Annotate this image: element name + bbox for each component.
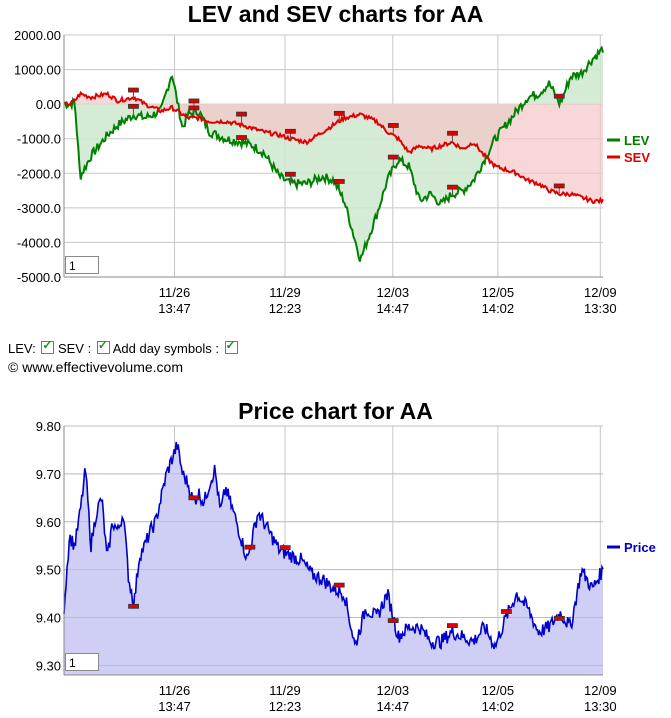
price-y-tick-label: 9.40 bbox=[36, 611, 61, 626]
lev-day-symbol bbox=[128, 103, 139, 109]
day-symbols-label: Add day symbols : bbox=[112, 341, 219, 356]
sev-checkbox-label: SEV : bbox=[57, 341, 92, 356]
lev-checkbox[interactable] bbox=[41, 338, 55, 354]
lev-y-tick-label: -5000.0 bbox=[17, 270, 61, 285]
price-day-symbol bbox=[244, 544, 256, 550]
price-legend-label: Price bbox=[624, 540, 656, 555]
price-y-tick-label: 9.50 bbox=[36, 563, 61, 578]
price-day-symbol bbox=[333, 582, 345, 588]
price-day-symbol bbox=[387, 618, 399, 623]
price-y-tick-label: 9.60 bbox=[36, 515, 61, 530]
lev-day-symbol bbox=[553, 93, 565, 99]
price-day-symbol bbox=[447, 623, 458, 628]
chart-controls: LEV: SEV : Add day symbols : bbox=[8, 338, 238, 356]
price-x-tick-date: 11/26 bbox=[159, 683, 191, 698]
price-x-tick-time: 14:47 bbox=[377, 699, 410, 714]
lev-day-symbol bbox=[387, 154, 399, 160]
lev-y-tick-label: -3000.0 bbox=[17, 201, 61, 216]
lev-sev-chart: 2000.00 1000.00 0.00 -1000.0 -2000.0 -3000.0 -… bbox=[14, 28, 650, 316]
lev-legend-label: SEV bbox=[624, 150, 650, 165]
lev-chart-title: LEV and SEV charts for AA bbox=[187, 1, 484, 27]
price-x-tick-date: 11/29 bbox=[269, 683, 301, 698]
lev-day-symbol bbox=[128, 87, 139, 93]
lev-day-symbol bbox=[553, 183, 565, 189]
lev-x-tick-date: 12/09 bbox=[584, 285, 617, 300]
lev-day-symbol bbox=[447, 184, 458, 190]
lev-day-symbol bbox=[188, 105, 200, 111]
price-day-symbol bbox=[553, 615, 565, 621]
price-x-tick-date: 12/05 bbox=[482, 683, 515, 698]
lev-y-tick-label: 1000.00 bbox=[14, 63, 61, 78]
lev-day-symbol bbox=[333, 110, 345, 116]
lev-day-symbol bbox=[285, 171, 296, 177]
sev-series-line bbox=[63, 90, 604, 205]
price-x-tick-time: 12:23 bbox=[269, 699, 302, 714]
lev-x-tick-time: 12:23 bbox=[269, 301, 302, 316]
sev-area-fill bbox=[64, 92, 603, 203]
price-x-tick-time: 13:47 bbox=[158, 699, 191, 714]
copyright-text: © www.effectivevolume.com bbox=[8, 359, 184, 375]
lev-x-tick-time: 14:47 bbox=[377, 301, 410, 316]
price-y-tick-label: 9.70 bbox=[36, 467, 61, 482]
lev-x-tick-time: 13:30 bbox=[584, 301, 617, 316]
price-day-symbol bbox=[279, 545, 291, 551]
price-zoom-input[interactable]: 1 bbox=[65, 653, 99, 671]
price-x-tick-date: 12/09 bbox=[584, 683, 617, 698]
lev-x-tick-date: 12/03 bbox=[377, 285, 410, 300]
price-y-tick-label: 9.30 bbox=[36, 658, 61, 673]
sev-checkbox[interactable] bbox=[96, 338, 110, 354]
lev-x-tick-date: 11/26 bbox=[159, 285, 191, 300]
lev-day-symbol bbox=[387, 123, 399, 128]
price-y-tick-label: 9.80 bbox=[36, 419, 61, 434]
lev-day-symbol bbox=[285, 128, 296, 134]
price-series-line bbox=[63, 441, 604, 651]
lev-y-tick-label: -2000.0 bbox=[17, 166, 61, 181]
lev-y-tick-label: -1000.0 bbox=[17, 132, 61, 147]
price-day-symbol bbox=[188, 495, 200, 501]
price-day-symbol bbox=[501, 609, 512, 614]
lev-x-tick-date: 11/29 bbox=[269, 285, 301, 300]
lev-day-symbol bbox=[236, 135, 247, 140]
lev-day-symbol bbox=[188, 98, 200, 104]
lev-day-symbol bbox=[447, 130, 458, 136]
price-day-symbol bbox=[128, 603, 139, 609]
day-symbols-checkbox[interactable] bbox=[224, 338, 238, 354]
price-area-fill bbox=[64, 442, 603, 675]
lev-day-symbol bbox=[236, 111, 247, 117]
lev-legend-label: LEV bbox=[624, 133, 650, 148]
lev-y-tick-label: 2000.00 bbox=[14, 28, 61, 43]
lev-area-fill bbox=[64, 47, 603, 262]
lev-checkbox-label: LEV: bbox=[8, 341, 36, 356]
price-x-tick-date: 12/03 bbox=[377, 683, 410, 698]
lev-x-tick-time: 14:02 bbox=[482, 301, 515, 316]
lev-x-tick-time: 13:47 bbox=[158, 301, 191, 316]
lev-zoom-input[interactable]: 1 bbox=[65, 256, 99, 274]
lev-y-tick-label: -4000.0 bbox=[17, 235, 61, 250]
price-chart-title: Price chart for AA bbox=[238, 398, 433, 424]
price-x-tick-time: 13:30 bbox=[584, 699, 617, 714]
lev-x-tick-date: 12/05 bbox=[482, 285, 515, 300]
lev-series-line bbox=[63, 45, 604, 262]
lev-day-symbol bbox=[333, 179, 345, 184]
price-x-tick-time: 14:02 bbox=[482, 699, 515, 714]
lev-y-tick-label: 0.00 bbox=[36, 97, 61, 112]
